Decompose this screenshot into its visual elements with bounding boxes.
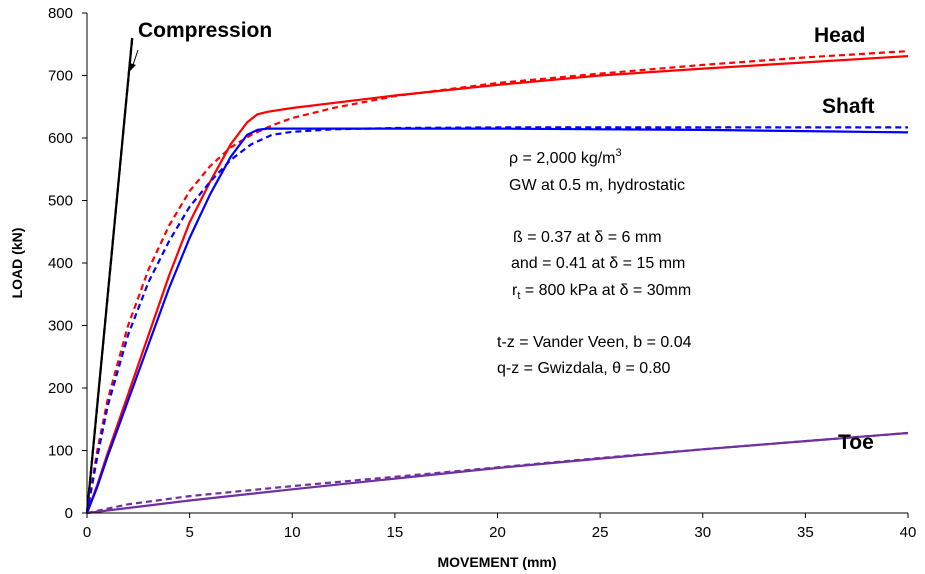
y-tick-label: 800 [48, 5, 73, 22]
y-tick-label: 400 [48, 255, 73, 272]
x-tick-label: 40 [900, 524, 917, 541]
x-tick-label: 30 [694, 524, 711, 541]
annotation-tz-function: t-z = Vander Veen, b = 0.04 [497, 334, 692, 351]
label-head: Head [814, 24, 865, 47]
annotation-groundwater: GW at 0.5 m, hydrostatic [509, 177, 685, 194]
annotation-qz-function: q-z = Gwizdala, θ = 0.80 [497, 360, 671, 377]
series-head-dashed [85, 50, 909, 514]
annotation-density: ρ = 2,000 kg/m3 [509, 147, 622, 167]
label-shaft: Shaft [822, 95, 875, 118]
axis-ticks: 0 5 10 15 20 25 30 35 40010020030040050060070080… [48, 5, 916, 541]
x-tick-label: 0 [83, 524, 91, 541]
x-tick-label: 25 [592, 524, 609, 541]
y-tick-label: 0 [65, 505, 73, 522]
annotation-beta-1: ß = 0.37 at δ = 6 mm [513, 229, 662, 246]
series-shaft-dashed [85, 126, 908, 514]
compression-arrowhead [129, 63, 136, 72]
y-tick-label: 700 [48, 68, 73, 85]
y-tick-label: 200 [48, 380, 73, 397]
y-tick-label: 500 [48, 193, 73, 210]
x-tick-label: 15 [387, 524, 404, 541]
series-compression-solid [85, 37, 134, 514]
label-toe: Toe [838, 431, 874, 454]
x-tick-label: 10 [284, 524, 301, 541]
x-axis-title: MOVEMENT (mm) [438, 554, 557, 570]
series-toe-dashed [86, 431, 909, 515]
y-tick-label: 600 [48, 130, 73, 147]
x-tick-label: 35 [797, 524, 814, 541]
label-compression: Compression [138, 19, 272, 42]
y-tick-label: 300 [48, 318, 73, 335]
annotation-toe-resistance: rt = 800 kPa at δ = 30mm [512, 282, 691, 302]
x-tick-label: 5 [185, 524, 193, 541]
y-axis-title: LOAD (kN) [9, 228, 25, 299]
curves-layer [85, 37, 909, 515]
y-tick-label: 100 [48, 443, 73, 460]
annotation-beta-2: and = 0.41 at δ = 15 mm [511, 255, 685, 272]
x-tick-label: 20 [489, 524, 506, 541]
series-toe-solid [86, 431, 909, 515]
series-head-solid [85, 55, 909, 514]
series-shaft-solid [85, 127, 909, 514]
